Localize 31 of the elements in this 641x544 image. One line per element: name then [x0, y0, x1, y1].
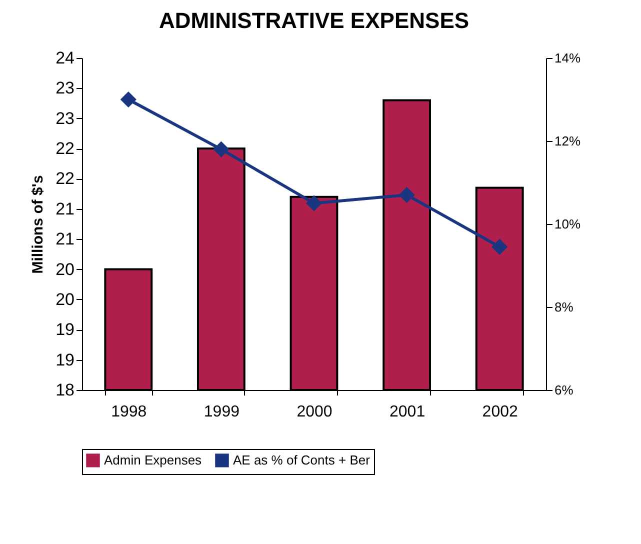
x-tick-label: 2000: [296, 404, 332, 420]
y-tick-label: 20: [56, 260, 74, 279]
y2-tick-label: 12%: [554, 134, 581, 148]
point: [213, 141, 230, 158]
point: [306, 195, 322, 212]
point: [120, 91, 136, 108]
y-axis-title: Millions of $'s: [30, 175, 47, 274]
x-tick-label: 1998: [111, 404, 147, 420]
y-tick-label: 22: [56, 139, 74, 158]
y-tick-label: 24: [56, 48, 74, 68]
y2-tick-label: 10%: [554, 216, 581, 232]
y2-tick-label: 6%: [554, 382, 574, 398]
point: [492, 238, 508, 255]
y-tick-label: 21: [56, 230, 74, 249]
y-tick-label: 23: [56, 78, 74, 98]
y-tick-label: 21: [56, 199, 74, 218]
point: [398, 186, 415, 204]
y-tick-label: 19: [56, 350, 74, 370]
y-tick-label: 20: [56, 290, 74, 309]
y-tick-label: 23: [56, 108, 74, 128]
chart-title: ADMINISTRATIVE EXPENSES: [158, 8, 470, 33]
x-tick-label: 2001: [390, 404, 426, 420]
y-tick-label: 19: [56, 320, 74, 340]
legend-label: Admin Expenses: [104, 452, 202, 468]
y2-tick-label: 8%: [554, 300, 574, 314]
y-tick-label: 22: [56, 169, 74, 188]
x-tick-label: 2002: [482, 404, 518, 420]
y-tick-label: 18: [56, 380, 74, 400]
x-tick-label: 1999: [204, 404, 240, 420]
y2-tick-label: 14%: [554, 50, 581, 66]
legend-label: AE as % of Conts + Ber: [233, 452, 371, 468]
